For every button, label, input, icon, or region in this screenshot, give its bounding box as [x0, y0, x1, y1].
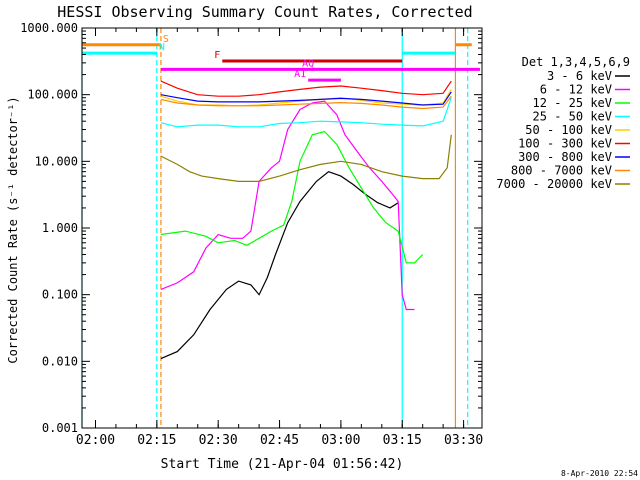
flag-label-a1: A1 — [294, 69, 306, 80]
x-tick-label-1: 02:15 — [137, 433, 176, 448]
legend-label-6: 300 - 800 keV — [518, 150, 612, 164]
y-axis-label: Corrected Count Rate (s⁻¹ detector⁻¹) — [6, 96, 20, 363]
y-tick-label-0: 0.001 — [42, 421, 78, 435]
x-tick-label-3: 02:45 — [260, 433, 299, 448]
timestamp: 8-Apr-2010 22:54 — [561, 469, 638, 478]
legend-label-4: 50 - 100 keV — [525, 123, 612, 137]
series-line-6 — [160, 91, 452, 106]
y-tick-label-2: 0.100 — [42, 288, 78, 302]
legend-title: Det 1,3,4,5,6,9 — [522, 55, 630, 69]
flag-label-f: F — [214, 50, 220, 61]
x-axis-label: Start Time (21-Apr-04 01:56:42) — [161, 457, 404, 472]
series-line-7 — [160, 95, 452, 110]
x-tick-label-6: 03:30 — [444, 433, 483, 448]
series-line-0 — [160, 171, 399, 360]
chart-title: HESSI Observing Summary Count Rates, Cor… — [57, 3, 472, 21]
flag-label-s: S — [163, 34, 169, 45]
series-line-1 — [160, 100, 415, 311]
legend-label-7: 800 - 7000 keV — [511, 164, 612, 178]
legend-label-5: 100 - 300 keV — [518, 137, 612, 151]
y-tick-label-6: 1000.000 — [20, 21, 78, 35]
y-tick-label-1: 0.010 — [42, 354, 78, 368]
y-tick-label-4: 10.000 — [35, 154, 78, 168]
legend-label-2: 12 - 25 keV — [533, 96, 612, 110]
x-tick-label-0: 02:00 — [76, 433, 115, 448]
series-line-5 — [160, 80, 452, 97]
flag-label-aq: AQ — [302, 58, 314, 69]
x-tick-label-5: 03:15 — [383, 433, 422, 448]
legend-label-0: 3 - 6 keV — [547, 69, 612, 83]
x-tick-label-4: 03:00 — [321, 433, 360, 448]
series-line-3 — [160, 97, 452, 128]
flag-label-n: N — [159, 42, 165, 53]
series-line-2 — [160, 130, 424, 264]
axes: 02:00 02:15 02:30 02:45 03:00 03:15 03:30 0.001… — [20, 21, 483, 448]
y-tick-label-3: 1.000 — [42, 221, 78, 235]
series-line-8 — [160, 134, 452, 182]
y-tick-label-5: 100.000 — [27, 88, 78, 102]
legend-label-8: 7000 - 20000 keV — [496, 177, 612, 191]
legend-label-3: 25 - 50 keV — [533, 110, 612, 124]
legend-label-1: 6 - 12 keV — [540, 83, 612, 97]
x-tick-label-2: 02:30 — [199, 433, 238, 448]
